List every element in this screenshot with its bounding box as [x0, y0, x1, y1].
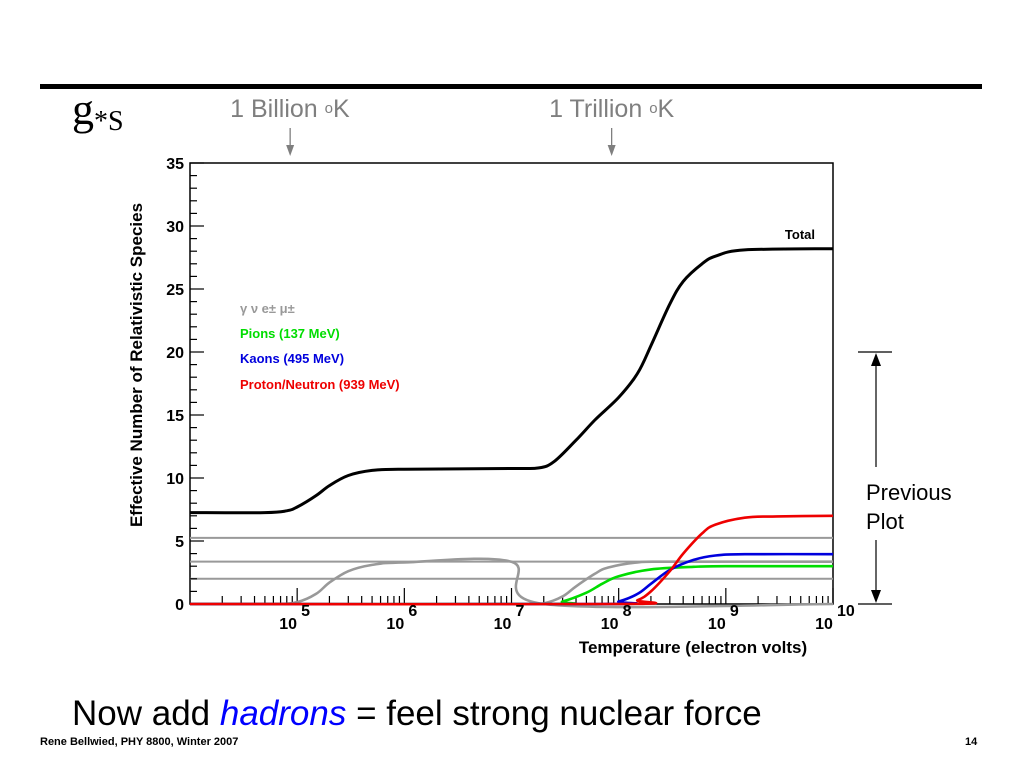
x-tick-label: 108: [601, 603, 632, 633]
x-tick-base: 10: [815, 616, 833, 633]
x-tick-base: 10: [279, 616, 297, 633]
x-tick-label: 109: [708, 603, 739, 633]
y-axis-title: Effective Number of Relativistic Species: [127, 203, 146, 527]
y-tick-label: 30: [166, 219, 184, 236]
g-star-s-symbol: g*S: [72, 85, 124, 136]
series-photons-leptons-high-line: [527, 560, 834, 606]
top-divider-line: [40, 84, 982, 89]
symbol-main: g: [72, 85, 94, 134]
legend-nucleons: Proton/Neutron (939 MeV): [240, 377, 400, 392]
legend-pions: Pions (137 MeV): [240, 326, 340, 341]
title-start: Now add: [72, 694, 220, 733]
x-tick-exponent: 8: [623, 603, 632, 620]
series-total-line: [189, 247, 834, 515]
footer-author: Rene Bellwied, PHY 8800, Winter 2007: [40, 736, 239, 748]
x-tick-label: 106: [386, 603, 417, 633]
y-tick-label: 0: [175, 597, 184, 614]
y-tick-label: 25: [166, 282, 184, 299]
x-tick-base: 10: [601, 616, 619, 633]
billion-kelvin-label: 1 Billion oK: [230, 95, 350, 124]
previous-plot-line2: Plot: [866, 509, 904, 534]
billion-kelvin-unit: K: [332, 95, 350, 123]
marker-arrow-head-0: [286, 145, 295, 156]
x-axis-title: Temperature (electron volts): [579, 638, 807, 657]
x-tick-base: 10: [386, 616, 404, 633]
previous-plot-line1: Previous: [866, 480, 952, 505]
y-tick-label: 20: [166, 345, 184, 362]
trillion-kelvin-degree: o: [649, 100, 658, 117]
legend-photons-leptons: γ ν e± μ±: [240, 301, 295, 316]
x-tick-exponent: 10: [837, 603, 855, 620]
x-tick-base: 10: [494, 616, 512, 633]
x-tick-exponent: 6: [408, 603, 417, 620]
series-nucleons-line: [189, 514, 834, 606]
y-tick-label: 10: [166, 471, 184, 488]
trillion-kelvin-label: 1 Trillion oK: [549, 95, 674, 124]
trillion-kelvin-unit: K: [657, 95, 675, 123]
symbol-subscript: *S: [94, 106, 124, 137]
x-tick-label: 107: [494, 603, 525, 633]
x-tick-exponent: 9: [730, 603, 739, 620]
billion-kelvin-text: 1 Billion: [230, 95, 325, 123]
trillion-kelvin-text: 1 Trillion: [549, 95, 650, 123]
title-emphasis: hadrons: [219, 694, 347, 733]
previous-plot-arrow-down-head: [871, 590, 881, 603]
title-rest: = feel strong nuclear force: [346, 694, 762, 733]
y-tick-label: 5: [175, 534, 184, 551]
slide-title: Now add hadrons = feel strong nuclear fo…: [72, 694, 762, 734]
x-tick-base: 10: [708, 616, 726, 633]
previous-plot-arrow-up-head: [871, 353, 881, 366]
legend-kaons: Kaons (495 MeV): [240, 351, 344, 366]
billion-kelvin-degree: o: [324, 100, 333, 117]
page-number: 14: [965, 736, 978, 748]
previous-plot-label: Previous Plot: [866, 478, 952, 536]
x-tick-exponent: 7: [516, 603, 525, 620]
total-series-label: Total: [785, 227, 815, 242]
y-tick-label: 15: [166, 408, 184, 425]
marker-arrow-head-1: [607, 145, 616, 156]
y-tick-label: 35: [166, 156, 184, 173]
x-tick-label: 105: [279, 603, 310, 633]
x-tick-exponent: 5: [301, 603, 310, 620]
